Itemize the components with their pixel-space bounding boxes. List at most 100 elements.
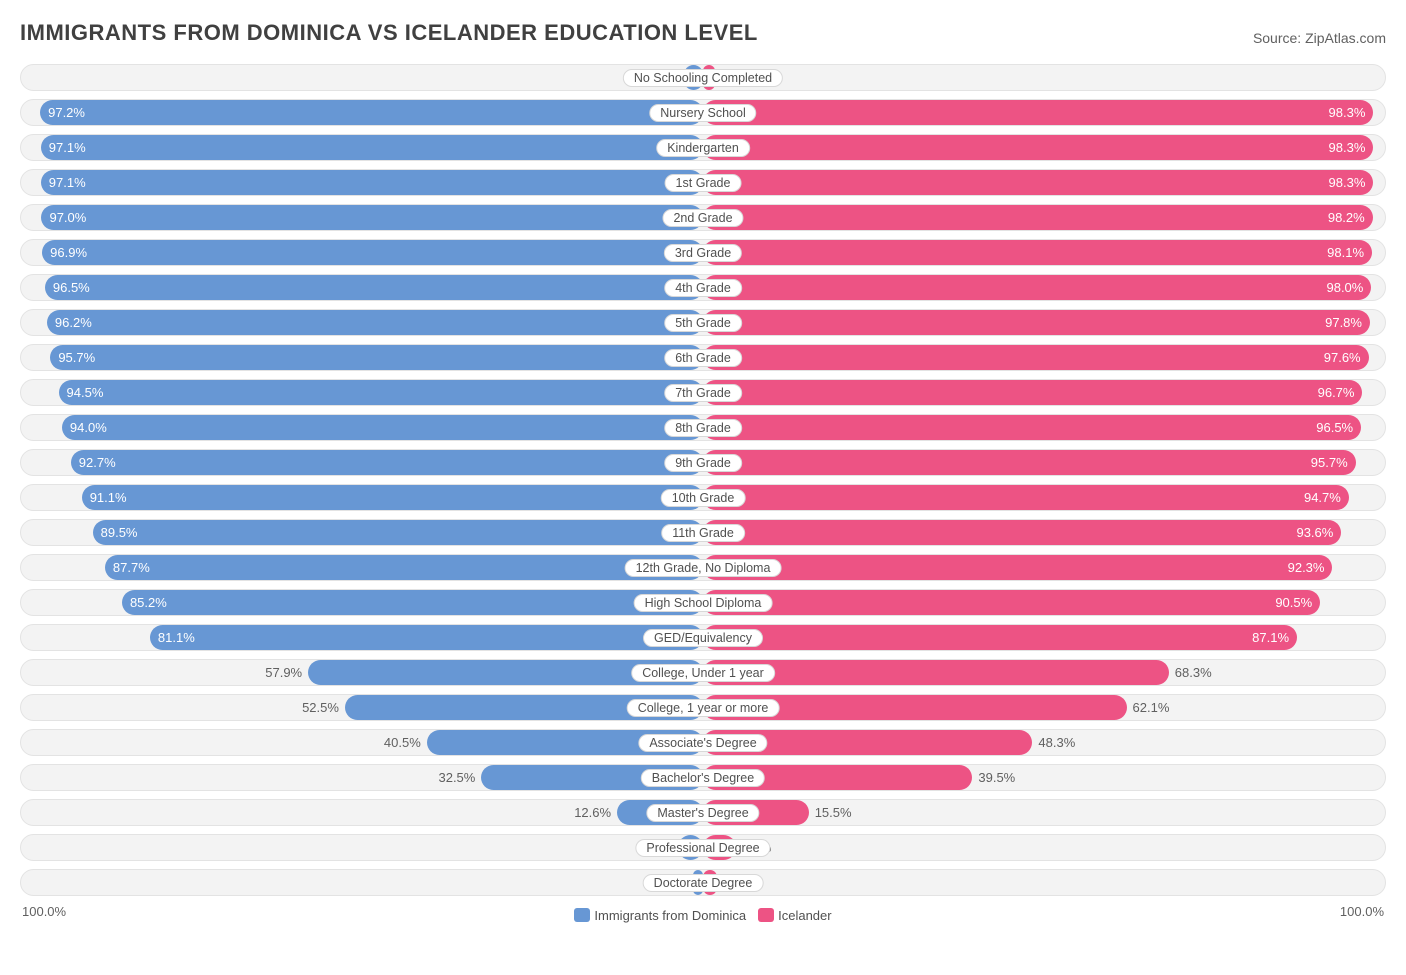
value-left: 96.2% [55,310,92,335]
category-label: 7th Grade [664,384,742,402]
value-right: 98.3% [1329,170,1366,195]
value-right: 39.5% [978,765,1015,790]
category-label: Professional Degree [635,839,770,857]
bar-left: 97.1% [41,170,703,195]
value-right: 98.2% [1328,205,1365,230]
value-right: 92.3% [1288,555,1325,580]
value-left: 89.5% [101,520,138,545]
value-right: 98.3% [1329,135,1366,160]
bar-left: 94.0% [62,415,703,440]
value-left: 94.5% [67,380,104,405]
bar-right: 97.6% [703,345,1369,370]
category-label: 10th Grade [661,489,746,507]
value-left: 97.1% [49,135,86,160]
bar-left: 94.5% [59,380,703,405]
bar-row: 81.1%87.1%GED/Equivalency [20,624,1386,651]
bar-row: 12.6% 15.5% Master's Degree [20,799,1386,826]
bar-left: 97.0% [41,205,703,230]
value-left: 96.5% [53,275,90,300]
value-right: 15.5% [815,800,852,825]
chart-footer: 100.0% Immigrants from Dominica Icelande… [20,904,1386,926]
bar-row: 96.2% 97.8% 5th Grade [20,309,1386,336]
value-right: 93.6% [1296,520,1333,545]
value-left: 91.1% [90,485,127,510]
chart-source: Source: ZipAtlas.com [1253,30,1386,46]
category-label: 1st Grade [665,174,742,192]
category-label: College, 1 year or more [627,699,780,717]
bar-left: 89.5% [93,520,703,545]
category-label: 11th Grade [661,524,745,542]
legend-left-swatch [574,908,590,922]
bar-left: 96.2% [47,310,703,335]
bar-right: 90.5% [703,590,1320,615]
bar-row: 3.6%4.8%Professional Degree [20,834,1386,861]
bar-left: 85.2% [122,590,703,615]
category-label: 12th Grade, No Diploma [625,559,782,577]
bar-row: 87.7% 92.3% 12th Grade, No Diploma [20,554,1386,581]
bar-row: 96.9%98.1%3rd Grade [20,239,1386,266]
bar-row: 97.0% 98.2% 2nd Grade [20,204,1386,231]
value-right: 87.1% [1252,625,1289,650]
bar-right: 98.3% [703,170,1373,195]
category-label: College, Under 1 year [631,664,775,682]
category-label: 5th Grade [664,314,742,332]
value-right: 98.1% [1327,240,1364,265]
bar-left: 97.1% [41,135,703,160]
bar-right: 98.2% [703,205,1373,230]
value-left: 97.1% [49,170,86,195]
value-left: 57.9% [265,660,302,685]
value-left: 97.0% [49,205,86,230]
bar-row: 2.8%1.7%No Schooling Completed [20,64,1386,91]
bar-left: 95.7% [50,345,703,370]
category-label: 2nd Grade [662,209,743,227]
bar-row: 89.5% 93.6% 11th Grade [20,519,1386,546]
bar-right: 94.7% [703,485,1349,510]
category-label: Nursery School [649,104,756,122]
bar-right: 98.1% [703,240,1372,265]
category-label: Associate's Degree [638,734,767,752]
bar-right: 93.6% [703,520,1341,545]
bar-row: 97.1% 98.3% 1st Grade [20,169,1386,196]
bar-right: 96.7% [703,380,1362,405]
bar-left: 96.5% [45,275,703,300]
bar-row: 96.5%98.0%4th Grade [20,274,1386,301]
value-left: 92.7% [79,450,116,475]
axis-right-max: 100.0% [1340,904,1384,919]
value-left: 32.5% [438,765,475,790]
bar-row: 40.5%48.3%Associate's Degree [20,729,1386,756]
bar-left: 91.1% [82,485,703,510]
category-label: 9th Grade [664,454,742,472]
bar-right: 92.3% [703,555,1332,580]
bar-right: 95.7% [703,450,1356,475]
category-label: 6th Grade [664,349,742,367]
category-label: 4th Grade [664,279,742,297]
category-label: High School Diploma [634,594,773,612]
value-right: 96.5% [1316,415,1353,440]
bar-left: 97.2% [40,100,703,125]
legend-right: Icelander [758,908,831,923]
value-right: 62.1% [1133,695,1170,720]
value-left: 97.2% [48,100,85,125]
source-label: Source: [1253,30,1301,46]
value-right: 94.7% [1304,485,1341,510]
bar-row: 91.1% 94.7% 10th Grade [20,484,1386,511]
category-label: 8th Grade [664,419,742,437]
legend-left: Immigrants from Dominica [574,908,746,923]
value-left: 94.0% [70,415,107,440]
legend-left-label: Immigrants from Dominica [594,908,746,923]
value-right: 97.8% [1325,310,1362,335]
value-right: 95.7% [1311,450,1348,475]
bar-row: 1.4%2.1%Doctorate Degree [20,869,1386,896]
value-left: 87.7% [113,555,150,580]
bar-left: 81.1% [150,625,703,650]
value-left: 12.6% [574,800,611,825]
category-label: No Schooling Completed [623,69,783,87]
legend-right-label: Icelander [778,908,831,923]
category-label: Master's Degree [646,804,759,822]
value-left: 96.9% [50,240,87,265]
chart-header: IMMIGRANTS FROM DOMINICA VS ICELANDER ED… [20,20,1386,46]
bar-right: 97.8% [703,310,1370,335]
bar-row: 94.5% 96.7%7th Grade [20,379,1386,406]
value-right: 48.3% [1038,730,1075,755]
legend-right-swatch [758,908,774,922]
